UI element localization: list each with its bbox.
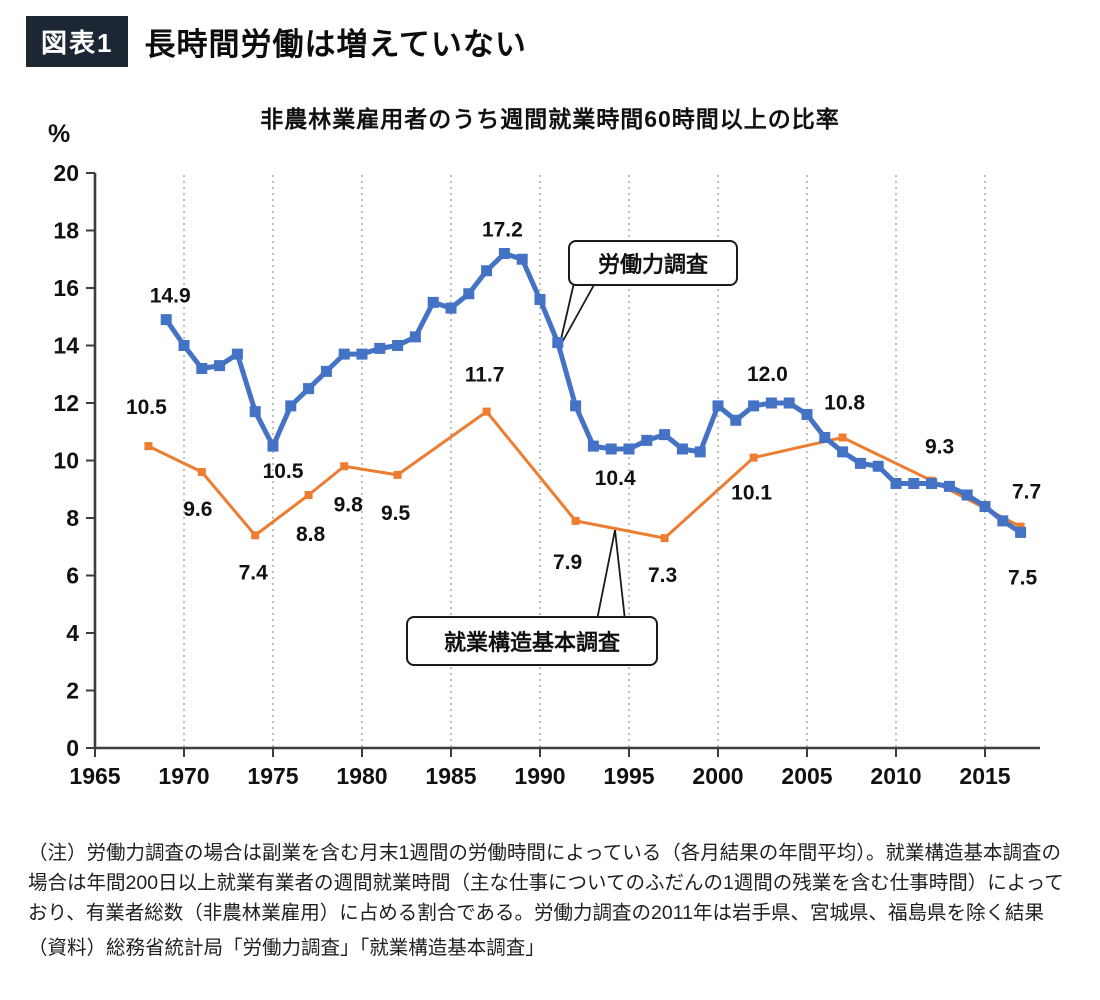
source-text: （資料）総務省統計局「労働力調査」「就業構造基本調査」: [28, 936, 545, 959]
svg-text:1965: 1965: [69, 763, 120, 789]
svg-text:1975: 1975: [247, 763, 298, 789]
svg-text:7.9: 7.9: [553, 551, 582, 574]
svg-text:9.8: 9.8: [334, 493, 364, 516]
chart-title: 非農林業雇用者のうち週間就業時間60時間以上の比率: [260, 106, 840, 132]
svg-text:11.7: 11.7: [465, 364, 505, 387]
svg-text:7.5: 7.5: [1008, 566, 1038, 589]
svg-text:1995: 1995: [603, 763, 654, 789]
svg-text:8.8: 8.8: [296, 523, 326, 546]
svg-text:4: 4: [66, 620, 79, 646]
chart-notes: （注）労働力調査の場合は副業を含む月末1週間の労働時間によっている（各月結果の年…: [28, 838, 1076, 967]
svg-text:7.3: 7.3: [648, 564, 677, 587]
svg-text:9.3: 9.3: [925, 436, 954, 459]
svg-text:14: 14: [53, 333, 79, 359]
svg-text:9.5: 9.5: [381, 502, 411, 525]
svg-text:0: 0: [66, 735, 79, 761]
callout-employment-status-survey: 就業構造基本調査: [406, 616, 659, 666]
note-text: （注）労働力調査の場合は副業を含む月末1週間の労働時間によっている（各月結果の年…: [28, 842, 1064, 925]
svg-text:18: 18: [53, 218, 79, 244]
svg-text:12: 12: [53, 390, 79, 416]
callout-labour-force-survey: 労働力調査: [568, 240, 739, 286]
svg-text:6: 6: [66, 563, 79, 589]
svg-text:1970: 1970: [158, 763, 209, 789]
svg-text:10.1: 10.1: [731, 482, 772, 505]
y-axis-unit-label: %: [48, 120, 71, 148]
svg-text:10.5: 10.5: [126, 396, 167, 419]
svg-text:10.5: 10.5: [263, 460, 304, 483]
svg-text:1990: 1990: [514, 763, 565, 789]
svg-text:1980: 1980: [336, 763, 387, 789]
svg-text:2000: 2000: [692, 763, 743, 789]
svg-text:1985: 1985: [425, 763, 476, 789]
svg-text:12.0: 12.0: [747, 363, 788, 386]
figure-tag: 図表1: [26, 16, 129, 67]
svg-text:2010: 2010: [870, 763, 921, 789]
figure-title: 長時間労働は増えていない: [144, 27, 527, 62]
svg-text:14.9: 14.9: [150, 285, 191, 308]
figure-header: 図表1 長時間労働は増えていない: [26, 16, 527, 67]
svg-text:2005: 2005: [781, 763, 832, 789]
svg-text:2: 2: [66, 678, 79, 704]
svg-text:16: 16: [53, 275, 79, 301]
svg-text:17.2: 17.2: [482, 219, 523, 242]
svg-text:8: 8: [66, 505, 79, 531]
svg-text:10.8: 10.8: [824, 392, 865, 415]
svg-text:7.7: 7.7: [1012, 481, 1041, 504]
svg-text:10.4: 10.4: [595, 467, 636, 490]
svg-text:7.4: 7.4: [239, 561, 269, 584]
line-chart: 0 2 4 6 8 10 12 14 16 18 20 1965 1970 1975 1980 1985 199…: [53, 160, 1041, 789]
svg-text:9.6: 9.6: [183, 498, 212, 521]
svg-text:10: 10: [53, 448, 79, 474]
svg-text:2015: 2015: [959, 763, 1010, 789]
svg-text:20: 20: [53, 160, 79, 186]
